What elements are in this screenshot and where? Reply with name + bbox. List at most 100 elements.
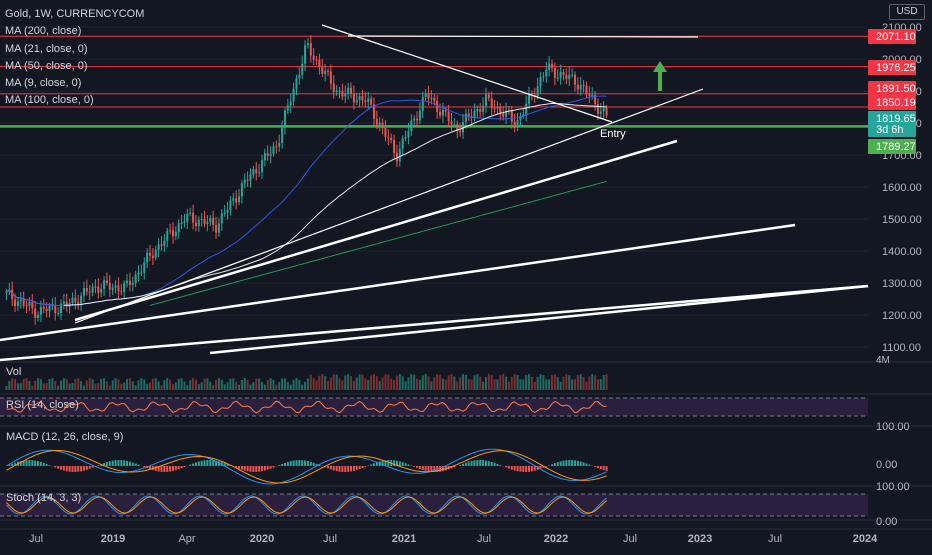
volume-bar: [499, 375, 501, 390]
macd-hist: [160, 466, 162, 472]
candle-body: [270, 154, 272, 156]
macd-hist: [250, 466, 252, 472]
macd-hist: [353, 466, 355, 471]
legend-ma-9[interactable]: MA (9, close, 0): [5, 75, 144, 92]
legend-ma-200[interactable]: MA (200, close): [5, 23, 144, 40]
volume-bar: [436, 374, 438, 390]
candle-body: [453, 124, 455, 125]
time-tick-label: 2023: [688, 533, 712, 545]
candle-body: [442, 110, 444, 116]
rsi-band: [0, 398, 868, 416]
volume-bar: [361, 375, 363, 390]
macd-hist: [115, 460, 117, 466]
macd-hist: [123, 460, 125, 466]
macd-hist: [310, 462, 312, 466]
volume-bar: [221, 380, 223, 390]
candle-body: [413, 119, 415, 121]
price-tag-label: 1850.19: [876, 97, 916, 109]
macd-hist: [548, 465, 550, 466]
legend-ma-21[interactable]: MA (21, close, 0): [5, 41, 144, 58]
volume-bar: [439, 375, 441, 390]
volume-bar: [74, 379, 76, 390]
volume-bar: [14, 379, 16, 390]
legend-ma-50[interactable]: MA (50, close, 0): [5, 58, 144, 75]
macd-hist: [505, 466, 507, 467]
volume-bar: [37, 378, 39, 390]
volume-bar: [252, 382, 254, 390]
volume-bar: [496, 379, 498, 390]
macd-hist: [97, 465, 99, 466]
candle-body: [281, 128, 283, 143]
candle-body: [583, 85, 585, 86]
macd-hist: [339, 466, 341, 472]
candle-body: [430, 98, 432, 99]
volume-bar: [272, 380, 274, 390]
candle-body: [560, 72, 562, 78]
volume-bar: [445, 380, 447, 390]
candle-body: [476, 109, 478, 111]
macd-hist: [49, 465, 51, 466]
macd-hist: [92, 466, 94, 468]
volume-bar: [238, 385, 240, 390]
volume-bar: [258, 378, 260, 390]
volume-bar: [316, 380, 318, 390]
candle-body: [359, 96, 361, 100]
volume-bar: [169, 380, 171, 390]
candle-body: [465, 114, 467, 123]
macd-hist: [545, 466, 547, 467]
candle-body: [46, 309, 48, 311]
candle-body: [238, 196, 240, 202]
candle-body: [115, 286, 117, 288]
candle-body: [517, 120, 519, 126]
volume-bar: [255, 379, 257, 390]
candle-body: [74, 298, 76, 302]
macd-hist: [34, 461, 36, 466]
price-tag-label: 1976.25: [876, 62, 916, 74]
candle-body: [163, 241, 165, 246]
volume-bar: [519, 379, 521, 390]
volume-bar: [442, 379, 444, 390]
candle-body: [591, 95, 593, 96]
macd-hist: [399, 461, 401, 466]
legend-ma-100[interactable]: MA (100, close, 0): [5, 92, 144, 109]
macd-hist: [117, 460, 119, 466]
macd-hist: [577, 461, 579, 466]
volume-bar: [175, 382, 177, 390]
macd-hist: [163, 466, 165, 472]
macd-hist: [247, 466, 249, 471]
currency-button[interactable]: USD: [889, 4, 925, 20]
candle-body: [364, 100, 366, 101]
candle-body: [26, 306, 28, 307]
macd-hist: [419, 466, 421, 469]
volume-bar: [63, 378, 65, 390]
macd-hist: [336, 466, 338, 471]
volume-bar: [462, 374, 464, 390]
candle-body: [264, 153, 266, 160]
volume-bar: [43, 383, 45, 390]
price-tick-label: 1400.00: [882, 246, 922, 258]
volume-bar: [5, 386, 7, 390]
macd-hist: [198, 462, 200, 466]
volume-bar: [11, 378, 13, 390]
candle-body: [209, 218, 211, 222]
macd-hist: [568, 460, 570, 466]
candle-body: [585, 86, 587, 94]
candle-body: [382, 123, 384, 128]
candle-body: [290, 102, 292, 106]
candle-body: [278, 143, 280, 147]
candle-body: [577, 85, 579, 90]
volume-bar: [227, 382, 229, 390]
candle-body: [502, 114, 504, 117]
candle-body: [525, 104, 527, 115]
candle-body: [514, 122, 516, 126]
volume-bar: [399, 374, 401, 390]
candle-body: [350, 88, 352, 94]
volume-bar: [143, 379, 145, 390]
macd-hist: [508, 466, 510, 469]
volume-bar: [410, 374, 412, 390]
candle-body: [40, 307, 42, 315]
price-tag-label: 1891.50: [876, 83, 916, 95]
candle-body: [548, 64, 550, 70]
volume-bar: [83, 386, 85, 390]
candle-body: [195, 223, 197, 227]
